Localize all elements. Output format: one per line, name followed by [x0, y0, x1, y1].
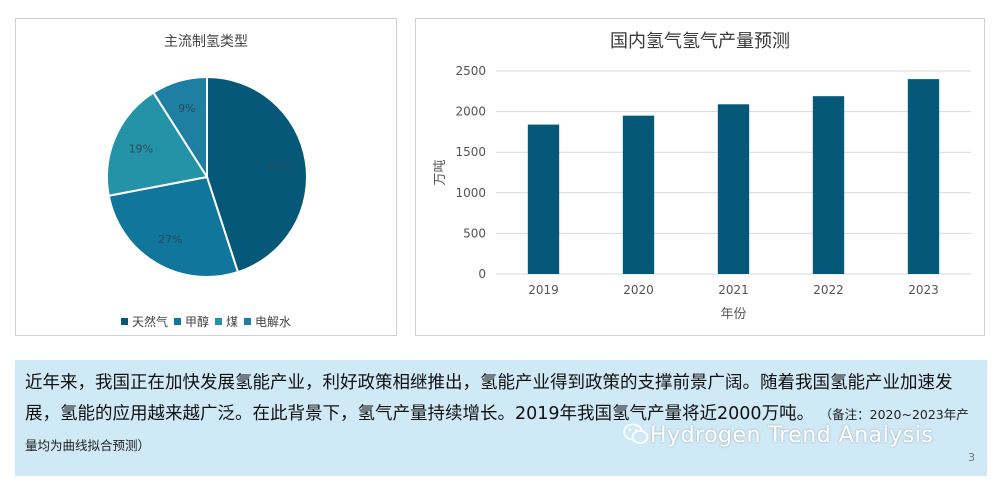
page-number: 3 [968, 451, 975, 464]
pie-chart-panel: 主流制氢类型 45% 27% 19% 9% 天然气 甲醇 煤 电解水 [15, 18, 397, 336]
pie-slice-2 [106, 91, 209, 197]
x-axis-label: 年份 [720, 307, 746, 322]
description-note: （备注：2020~2023年产量均为曲线拟合预测） [25, 407, 969, 453]
y-tick-label-0: 0 [478, 267, 486, 281]
y-tick-label-5: 2500 [455, 64, 486, 78]
bar-2023 [907, 79, 940, 274]
description-box: 近年来，我国正在加快发展氢能产业，利好政策相继推出，氢能产业得到政策的支撑前景广… [15, 360, 987, 476]
y-tick-label-2: 1000 [455, 186, 486, 200]
legend-item-0: 天然气 [120, 313, 168, 330]
pie-label-3: 9% [178, 102, 195, 115]
legend-item-2: 煤 [215, 313, 238, 330]
description-paragraph: 近年来，我国正在加快发展氢能产业，利好政策相继推出，氢能产业得到政策的支撑前景广… [25, 368, 977, 461]
pie-slice-0 [206, 75, 308, 274]
pie-slice-1 [107, 175, 240, 278]
x-tick-label-4: 2023 [908, 283, 939, 297]
bar-chart-title: 国内氢气氢气产量预测 [610, 31, 790, 52]
pie-slice-3 [152, 75, 208, 181]
legend-swatch-2 [215, 318, 222, 325]
legend-label-0: 天然气 [131, 315, 168, 329]
bar-chart-panel: 国内氢气氢气产量预测 0 500 1000 1500 2000 2500 2019 2020 2… [415, 18, 985, 336]
legend-item-3: 电解水 [244, 313, 291, 330]
pie-label-2: 19% [129, 142, 153, 155]
legend-label-2: 煤 [226, 315, 239, 329]
wechat-icon [623, 423, 649, 444]
bar-2021 [717, 104, 750, 275]
y-tick-label-3: 1500 [455, 145, 486, 159]
bar-2022 [812, 96, 845, 274]
y-axis-label: 万吨 [433, 159, 448, 185]
pie-legend: 天然气 甲醇 煤 电解水 [16, 313, 396, 330]
legend-swatch-3 [244, 318, 252, 325]
bar-2020 [622, 115, 655, 274]
legend-item-1: 甲醇 [173, 313, 209, 330]
pie-chart-title: 主流制氢类型 [164, 34, 248, 50]
x-tick-label-2: 2021 [718, 283, 749, 297]
legend-label-1: 甲醇 [184, 315, 209, 329]
legend-swatch-0 [120, 318, 128, 325]
x-tick-label-3: 2022 [813, 283, 844, 297]
pie-chart: 45% 27% 19% 9% [106, 75, 308, 278]
watermark: Hydrogen Trend Analysis [650, 423, 934, 448]
bar-2019 [527, 124, 560, 274]
bar-chart: 0 500 1000 1500 2000 2500 2019 2020 2021 2022 2023… [433, 64, 971, 322]
y-tick-label-1: 500 [463, 226, 486, 240]
y-tick-label-4: 2000 [455, 105, 486, 119]
description-text: 近年来，我国正在加快发展氢能产业，利好政策相继推出，氢能产业得到政策的支撑前景广… [25, 373, 953, 424]
pie-label-1: 27% [158, 233, 182, 246]
legend-label-3: 电解水 [255, 315, 292, 329]
legend-swatch-1 [173, 318, 181, 325]
pie-label-0: 45% [266, 160, 290, 173]
x-tick-label-1: 2020 [623, 283, 654, 297]
x-tick-label-0: 2019 [528, 283, 559, 297]
